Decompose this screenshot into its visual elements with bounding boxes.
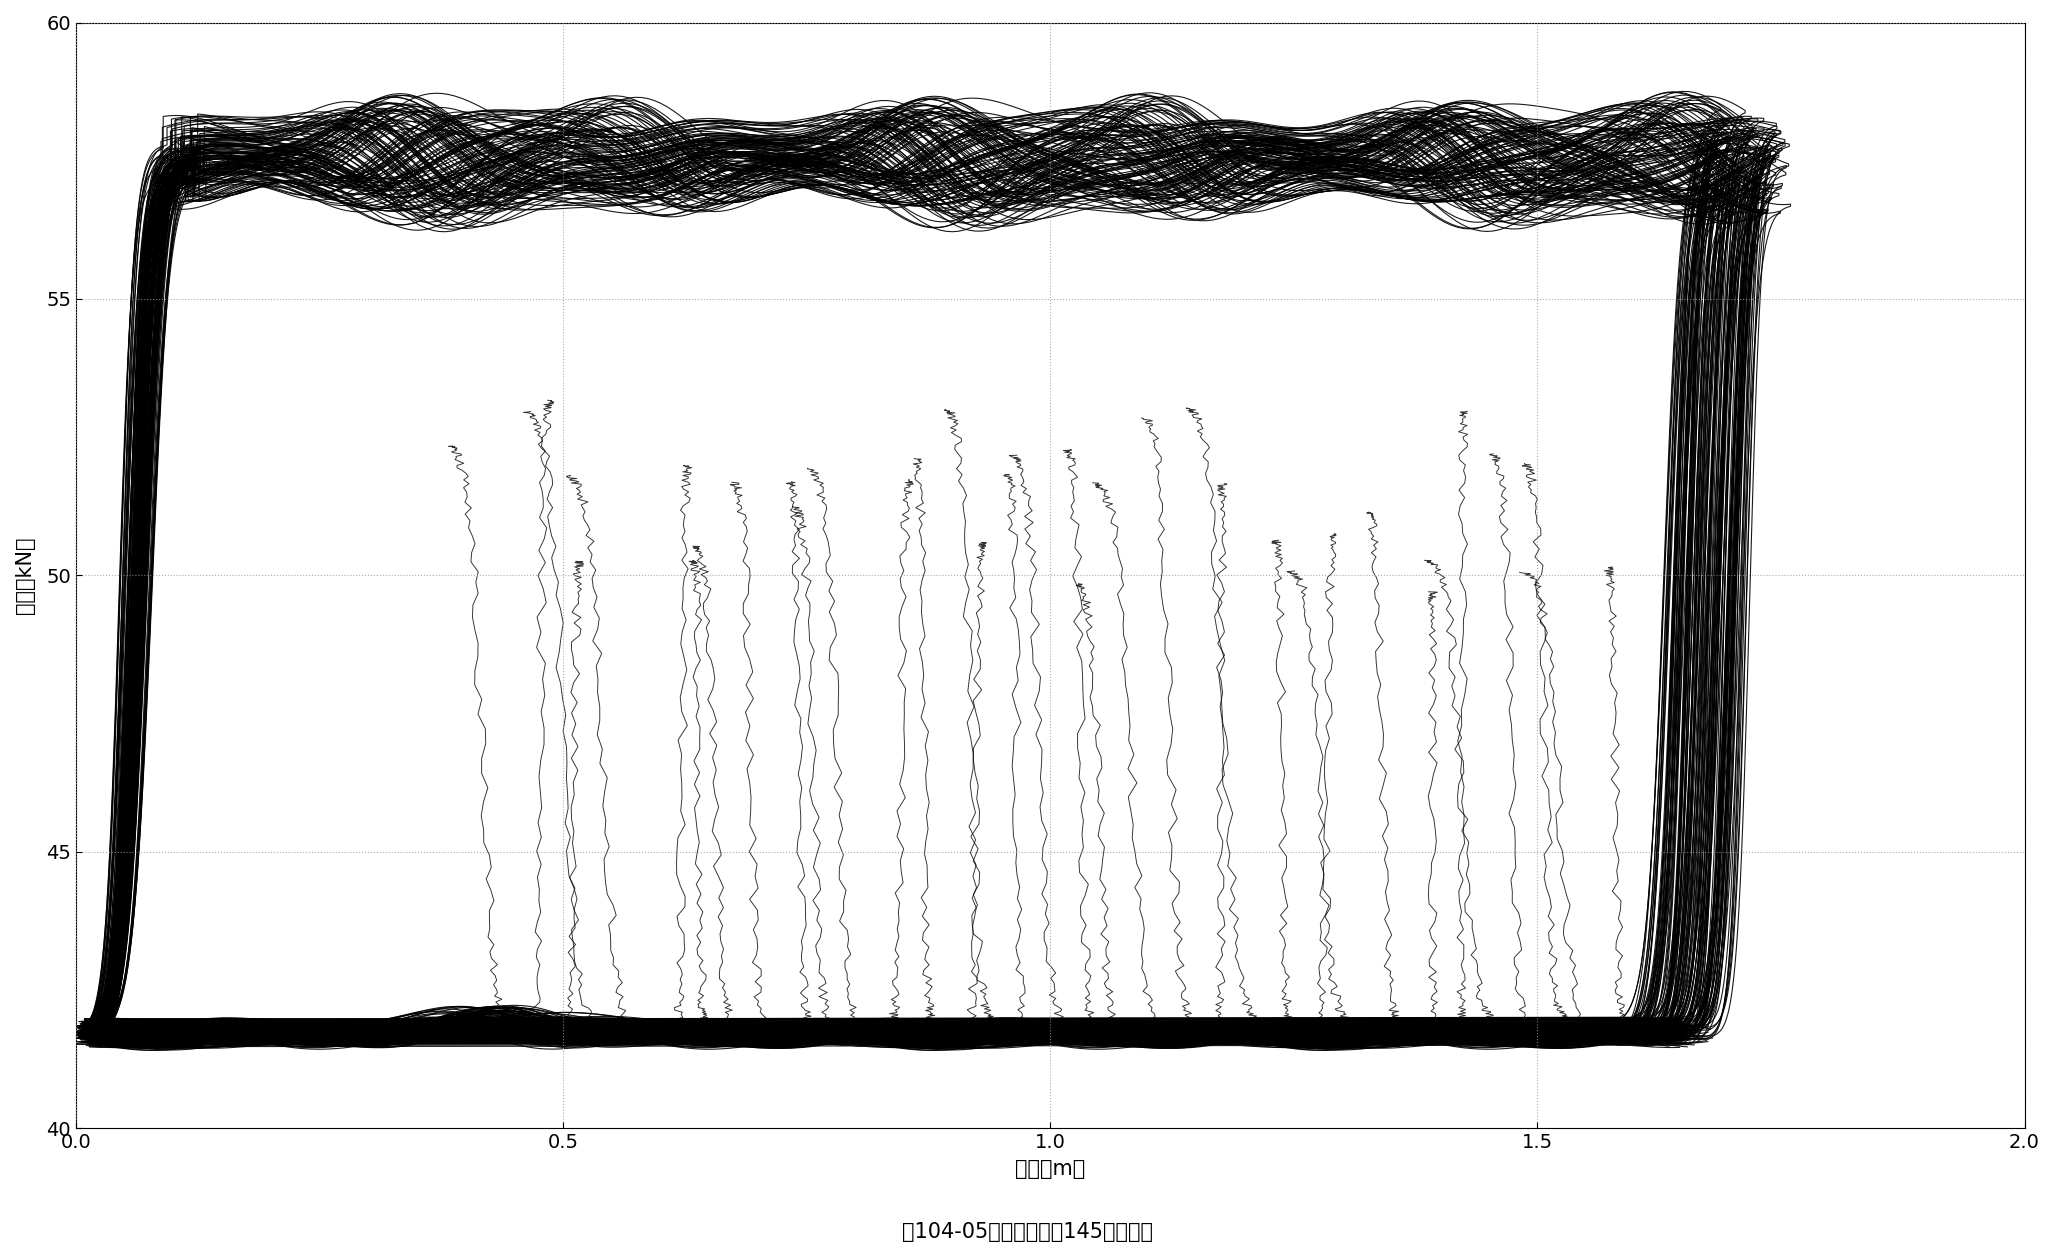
Y-axis label: 载荷（kN）: 载荷（kN） <box>14 536 35 615</box>
Text: 白104-05示功图叠加（145个时刻）: 白104-05示功图叠加（145个时刻） <box>902 1222 1153 1242</box>
X-axis label: 位移（m）: 位移（m） <box>1015 1159 1085 1179</box>
